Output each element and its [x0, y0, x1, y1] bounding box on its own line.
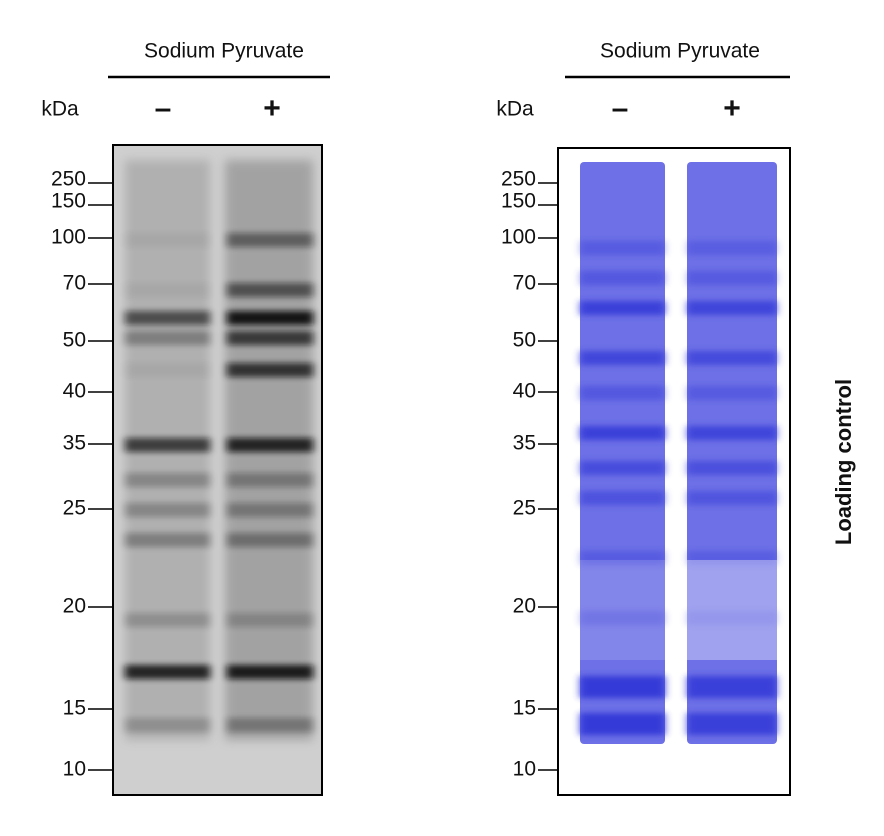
- band: [227, 438, 313, 452]
- marker-label: 25: [513, 497, 536, 520]
- side-label: Loading control: [831, 379, 856, 545]
- band: [125, 363, 210, 377]
- gel-band: [687, 461, 777, 475]
- marker-label: 15: [63, 697, 86, 720]
- marker-label: 40: [513, 380, 536, 403]
- marker-label: 25: [63, 497, 86, 520]
- band: [125, 665, 210, 679]
- marker-label: 10: [513, 758, 536, 781]
- gel-band: [687, 241, 777, 255]
- gel-band: [687, 301, 777, 315]
- unit-label: kDa: [496, 98, 534, 121]
- marker-label: 15: [513, 697, 536, 720]
- marker-label: 50: [63, 329, 86, 352]
- gel-band: [580, 461, 665, 475]
- marker-label: 150: [501, 190, 536, 213]
- gel-band: [580, 611, 665, 625]
- band: [125, 331, 210, 345]
- gel-band: [580, 386, 665, 400]
- gel-band: [687, 426, 777, 440]
- band: [125, 311, 210, 325]
- band: [125, 473, 210, 487]
- band: [227, 363, 313, 377]
- band: [227, 665, 313, 679]
- gel-band: [687, 271, 777, 285]
- band: [227, 503, 313, 517]
- marker-label: 20: [63, 595, 86, 618]
- band: [227, 533, 313, 547]
- band: [125, 438, 210, 452]
- gel-band: [580, 676, 665, 698]
- blot-border: [112, 144, 323, 796]
- marker-label: 150: [51, 190, 86, 213]
- band: [125, 283, 210, 297]
- marker-label: 100: [501, 226, 536, 249]
- marker-label: 35: [513, 432, 536, 455]
- gel-band: [687, 611, 777, 625]
- gel-band: [580, 491, 665, 505]
- gel-fade: [687, 560, 777, 660]
- marker-label: 100: [51, 226, 86, 249]
- unit-label: kDa: [41, 98, 79, 121]
- marker-label: 35: [63, 432, 86, 455]
- gel-band: [580, 301, 665, 315]
- lane-label: +: [263, 92, 281, 125]
- band: [125, 613, 210, 627]
- gel-band: [580, 241, 665, 255]
- band: [125, 718, 210, 732]
- marker-label: 40: [63, 380, 86, 403]
- marker-label: 70: [513, 272, 536, 295]
- marker-label: 70: [63, 272, 86, 295]
- band: [227, 283, 313, 297]
- marker-label: 50: [513, 329, 536, 352]
- band: [125, 533, 210, 547]
- gel-band: [687, 386, 777, 400]
- gel-band: [580, 713, 665, 735]
- band: [227, 311, 313, 325]
- marker-label: 250: [51, 168, 86, 191]
- band: [227, 718, 313, 732]
- gel-band: [580, 271, 665, 285]
- gel-band: [687, 676, 777, 698]
- gel-band: [687, 491, 777, 505]
- gel-band: [687, 551, 777, 565]
- gel-fade: [580, 560, 665, 660]
- lane-label: –: [612, 92, 629, 125]
- marker-label: 250: [501, 168, 536, 191]
- gel-band: [580, 551, 665, 565]
- band: [227, 613, 313, 627]
- marker-label: 20: [513, 595, 536, 618]
- header: Sodium Pyruvate: [600, 40, 760, 63]
- lane-label: –: [155, 92, 172, 125]
- gel-band: [687, 351, 777, 365]
- band: [227, 331, 313, 345]
- gel-band: [580, 426, 665, 440]
- lane-label: +: [723, 92, 741, 125]
- header: Sodium Pyruvate: [144, 40, 304, 63]
- gel-band: [687, 713, 777, 735]
- gel-band: [580, 351, 665, 365]
- band: [227, 233, 313, 247]
- band: [227, 473, 313, 487]
- marker-label: 10: [63, 758, 86, 781]
- band: [125, 503, 210, 517]
- band: [125, 233, 210, 247]
